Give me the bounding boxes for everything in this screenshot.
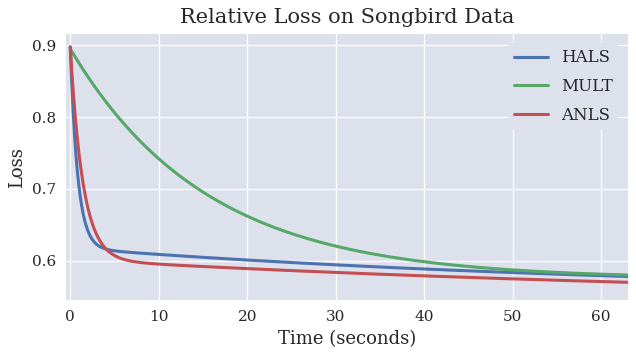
Title: Relative Loss on Songbird Data: Relative Loss on Songbird Data (179, 8, 514, 27)
MULT (624, 273, 632, 277)
MULT (67, 47, 74, 51)
ANLS (322, 270, 330, 274)
MULT (607, 272, 615, 277)
MULT (338, 245, 345, 250)
Line: ANLS: ANLS (71, 47, 628, 282)
X-axis label: Time (seconds): Time (seconds) (278, 330, 416, 348)
MULT (322, 242, 330, 246)
HALS (607, 274, 615, 278)
HALS (624, 274, 632, 279)
HALS (95, 244, 102, 248)
ANLS (607, 280, 615, 284)
HALS (338, 263, 345, 267)
HALS (607, 274, 615, 278)
ANLS (506, 277, 513, 281)
MULT (506, 268, 513, 272)
HALS (67, 44, 74, 49)
Line: MULT: MULT (71, 49, 628, 275)
HALS (506, 270, 513, 274)
MULT (607, 272, 615, 277)
ANLS (67, 45, 74, 49)
Legend: HALS, MULT, ANLS: HALS, MULT, ANLS (508, 43, 619, 130)
MULT (95, 90, 102, 94)
ANLS (607, 280, 615, 284)
Line: HALS: HALS (71, 47, 628, 277)
ANLS (95, 237, 102, 241)
ANLS (338, 271, 345, 275)
Y-axis label: Loss: Loss (8, 147, 26, 188)
HALS (322, 262, 330, 267)
ANLS (624, 280, 632, 284)
